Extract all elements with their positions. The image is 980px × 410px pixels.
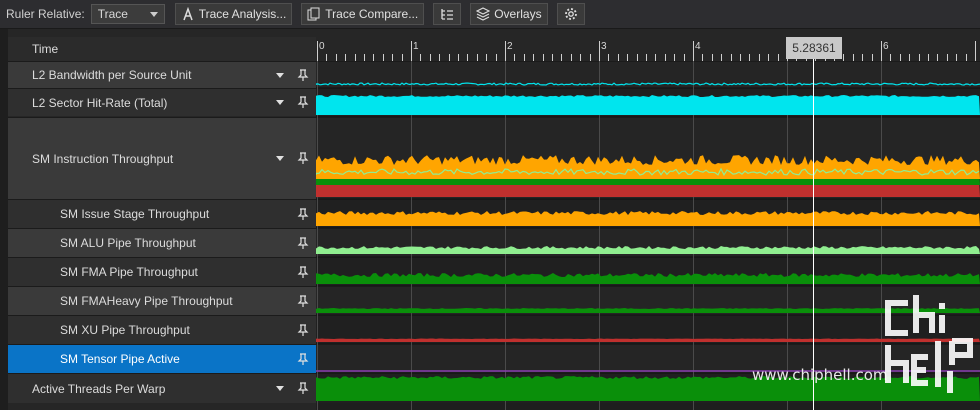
- layers-icon: [476, 7, 491, 21]
- watermark-text: www.chiphell.com: [752, 366, 888, 384]
- pin-icon[interactable]: [296, 152, 310, 165]
- metric-row[interactable]: SM Instruction Throughput: [8, 117, 316, 199]
- overlays-label: Overlays: [494, 7, 542, 21]
- timeline-plot[interactable]: 0123456 5.28361: [316, 37, 980, 410]
- pin-icon[interactable]: [296, 294, 310, 308]
- metric-row-label: Active Threads Per Warp: [32, 381, 166, 396]
- plot-row-background: [316, 344, 980, 373]
- pin-icon[interactable]: [296, 96, 310, 109]
- ruler-tick-label: 2: [507, 41, 513, 52]
- gear-icon: [564, 8, 577, 20]
- left-gutter: [0, 29, 8, 410]
- ruler-tick-label: 6: [883, 41, 889, 52]
- metric-row[interactable]: SM XU Pipe Throughput: [8, 315, 316, 344]
- expand-chevron-icon[interactable]: [276, 386, 284, 391]
- metric-row[interactable]: L2 Bandwidth per Source Unit: [8, 61, 316, 88]
- ruler-relative-value: Trace: [97, 7, 128, 21]
- metric-row-label: SM FMAHeavy Pipe Throughput: [60, 294, 233, 308]
- l2-bandwidth-series: [316, 82, 980, 86]
- metric-row[interactable]: SM ALU Pipe Throughput: [8, 228, 316, 257]
- toolbar: Ruler Relative: Trace Trace Analysis... …: [0, 0, 980, 29]
- metric-row-label: SM ALU Pipe Throughput: [60, 236, 196, 250]
- metric-row-label: SM XU Pipe Throughput: [60, 323, 190, 337]
- expand-chevron-icon[interactable]: [276, 156, 284, 161]
- metric-row[interactable]: SM Tensor Pipe Active: [8, 344, 316, 373]
- metric-row[interactable]: SM FMA Pipe Throughput: [8, 257, 316, 286]
- timeline-canvas[interactable]: 0123456: [316, 37, 980, 410]
- metric-row-label: SM Issue Stage Throughput: [60, 207, 210, 221]
- ruler-relative-select[interactable]: Trace: [90, 4, 165, 24]
- pin-icon[interactable]: [296, 382, 310, 395]
- cursor-time-readout: 5.28361: [786, 37, 842, 59]
- analysis-icon: [182, 7, 193, 21]
- metric-row[interactable]: SM FMAHeavy Pipe Throughput: [8, 286, 316, 315]
- ruler-tick-label: 3: [601, 41, 607, 52]
- metric-row[interactable]: SM Issue Stage Throughput: [8, 199, 316, 228]
- expand-chevron-icon[interactable]: [276, 72, 284, 78]
- metric-row-label: SM Tensor Pipe Active: [60, 352, 180, 366]
- time-header: Time: [8, 37, 316, 62]
- pin-icon[interactable]: [296, 68, 310, 82]
- ruler-background: [316, 37, 980, 61]
- metric-row-label: SM FMA Pipe Throughput: [60, 265, 198, 279]
- time-header-label: Time: [32, 42, 59, 56]
- metric-row-label: L2 Sector Hit-Rate (Total): [32, 95, 168, 110]
- metric-row-label: SM Instruction Throughput: [32, 151, 174, 166]
- metric-row[interactable]: Active Threads Per Warp: [8, 373, 316, 403]
- expand-chevron-icon[interactable]: [276, 100, 284, 105]
- sm-instruction-lightgreen-series: [316, 167, 980, 177]
- ruler-relative-label: Ruler Relative:: [6, 7, 85, 21]
- pin-icon[interactable]: [296, 323, 310, 337]
- pin-icon[interactable]: [296, 352, 310, 366]
- settings-button[interactable]: [556, 3, 585, 25]
- trace-analysis-button[interactable]: Trace Analysis...: [174, 3, 293, 25]
- tree-view-button[interactable]: [433, 3, 462, 25]
- ruler-tick-label: 1: [413, 41, 419, 52]
- trace-compare-label: Trace Compare...: [325, 7, 419, 21]
- overlays-button[interactable]: Overlays: [470, 3, 548, 25]
- trace-compare-button[interactable]: Trace Compare...: [301, 3, 425, 25]
- compare-icon: [307, 7, 320, 21]
- chevron-down-icon: [149, 11, 158, 17]
- pin-icon[interactable]: [296, 207, 310, 221]
- pin-icon[interactable]: [296, 236, 310, 250]
- chiphell-logo: [885, 295, 973, 393]
- pin-icon[interactable]: [296, 265, 310, 279]
- ruler-tick-label: 4: [695, 41, 701, 52]
- tree-list-icon: [441, 9, 454, 20]
- trace-analysis-label: Trace Analysis...: [198, 7, 287, 21]
- metric-row[interactable]: L2 Sector Hit-Rate (Total): [8, 88, 316, 116]
- ruler-tick-label: 0: [319, 41, 325, 52]
- metric-row-label: L2 Bandwidth per Source Unit: [32, 68, 192, 82]
- l2-hit-rate-series: [316, 95, 980, 115]
